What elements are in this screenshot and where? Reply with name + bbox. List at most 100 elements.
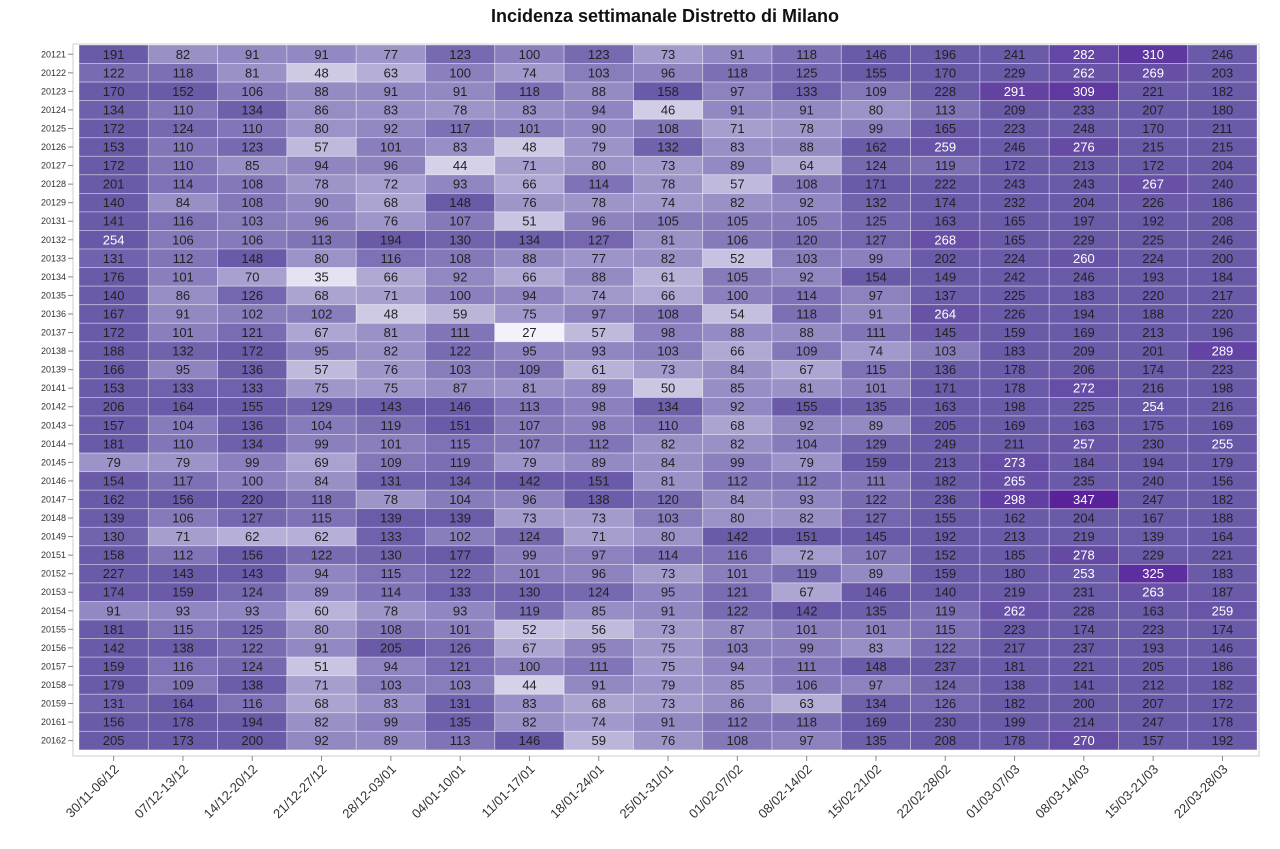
heatmap-cell-label: 171 bbox=[865, 177, 887, 192]
heatmap-cell-label: 125 bbox=[865, 214, 887, 229]
heatmap-cell-label: 89 bbox=[592, 381, 606, 396]
heatmap-cell-label: 151 bbox=[588, 473, 610, 488]
heatmap-cell-label: 212 bbox=[1142, 677, 1164, 692]
heatmap-cell-label: 44 bbox=[453, 158, 467, 173]
heatmap-cell-label: 273 bbox=[1004, 455, 1026, 470]
heatmap-cell-label: 138 bbox=[1004, 677, 1026, 692]
heatmap-cell-label: 214 bbox=[1073, 715, 1095, 730]
heatmap-cell-label: 118 bbox=[796, 306, 817, 321]
heatmap-cell-label: 100 bbox=[726, 288, 748, 303]
column-tick-label: 14/12-20/12 bbox=[201, 762, 261, 822]
column-tick-label: 22/03-28/03 bbox=[1171, 762, 1231, 822]
heatmap-cell-label: 102 bbox=[311, 306, 333, 321]
heatmap-cell-label: 52 bbox=[522, 622, 536, 637]
heatmap-cell-label: 94 bbox=[592, 102, 606, 117]
heatmap-cell-label: 229 bbox=[1073, 232, 1095, 247]
heatmap-cell-label: 246 bbox=[1212, 47, 1234, 62]
heatmap-cell-label: 163 bbox=[1142, 603, 1164, 618]
heatmap-cell-label: 257 bbox=[1073, 436, 1095, 451]
row-tick-label: 20135 bbox=[41, 290, 66, 300]
heatmap-cell-label: 134 bbox=[657, 399, 679, 414]
heatmap-cell-label: 222 bbox=[934, 177, 956, 192]
row-tick-label: 20129 bbox=[41, 198, 66, 208]
heatmap-cell-label: 72 bbox=[799, 548, 813, 563]
heatmap-cell-label: 82 bbox=[522, 715, 536, 730]
heatmap-cell-label: 154 bbox=[865, 269, 887, 284]
heatmap-cell-label: 233 bbox=[1073, 102, 1095, 117]
heatmap-cell-label: 206 bbox=[103, 399, 125, 414]
heatmap-cell-label: 145 bbox=[934, 325, 956, 340]
heatmap-cell-label: 237 bbox=[1073, 640, 1095, 655]
heatmap-cell-label: 76 bbox=[661, 733, 675, 748]
heatmap-cell-label: 165 bbox=[1004, 214, 1026, 229]
heatmap-cell-label: 48 bbox=[384, 306, 398, 321]
heatmap-cell-label: 48 bbox=[314, 65, 328, 80]
heatmap-cell-label: 95 bbox=[314, 344, 328, 359]
heatmap-cell-label: 57 bbox=[314, 362, 328, 377]
heatmap-cell-label: 142 bbox=[519, 473, 541, 488]
heatmap-cell-label: 93 bbox=[592, 344, 606, 359]
heatmap-cell-label: 111 bbox=[797, 659, 817, 674]
heatmap-cells: 191 82 91 91 77 123 100 123 73 91 118 146 196 241 282 3… bbox=[78, 44, 1258, 751]
heatmap-cell-label: 91 bbox=[799, 102, 813, 117]
heatmap-cell-label: 115 bbox=[311, 511, 332, 526]
heatmap-cell-label: 207 bbox=[1142, 696, 1164, 711]
row-tick-label: 20146 bbox=[41, 476, 66, 486]
heatmap-cell-label: 169 bbox=[1073, 325, 1095, 340]
heatmap-cell-label: 247 bbox=[1142, 492, 1164, 507]
heatmap-cell-label: 143 bbox=[380, 399, 402, 414]
row-tick-label: 20134 bbox=[41, 272, 66, 282]
heatmap-cell-label: 57 bbox=[592, 325, 606, 340]
heatmap-cell-label: 80 bbox=[661, 529, 675, 544]
heatmap-cell-label: 98 bbox=[592, 399, 606, 414]
heatmap-cell-label: 108 bbox=[380, 622, 402, 637]
heatmap-cell-label: 99 bbox=[384, 715, 398, 730]
row-tick-label: 20127 bbox=[41, 161, 66, 171]
row-tick-label: 20126 bbox=[41, 142, 66, 152]
heatmap-cell-label: 219 bbox=[1004, 585, 1026, 600]
heatmap-cell-label: 91 bbox=[314, 47, 328, 62]
heatmap-cell-label: 85 bbox=[730, 381, 744, 396]
heatmap-cell-label: 99 bbox=[730, 455, 744, 470]
heatmap-cell-label: 208 bbox=[934, 733, 956, 748]
row-tick-label: 20143 bbox=[41, 420, 66, 430]
heatmap-cell-label: 135 bbox=[865, 733, 887, 748]
heatmap-cell-label: 96 bbox=[384, 158, 398, 173]
heatmap-cell-label: 143 bbox=[172, 566, 194, 581]
heatmap-cell-label: 99 bbox=[314, 436, 328, 451]
heatmap-cell-label: 99 bbox=[869, 251, 883, 266]
heatmap-cell-label: 108 bbox=[241, 195, 263, 210]
heatmap-cell-label: 262 bbox=[1004, 603, 1026, 618]
column-tick-label: 28/12-03/01 bbox=[339, 762, 399, 822]
heatmap-cell-label: 156 bbox=[1212, 473, 1234, 488]
heatmap-cell-label: 176 bbox=[103, 269, 125, 284]
heatmap-cell-label: 132 bbox=[657, 140, 679, 155]
heatmap-cell-label: 131 bbox=[103, 251, 125, 266]
heatmap-cell bbox=[563, 81, 634, 102]
heatmap-cell-label: 94 bbox=[522, 288, 536, 303]
heatmap-cell-label: 142 bbox=[103, 640, 125, 655]
heatmap-cell-label: 103 bbox=[380, 677, 402, 692]
heatmap-cell-label: 88 bbox=[592, 269, 606, 284]
row-tick-label: 20142 bbox=[41, 402, 66, 412]
heatmap-cell-label: 131 bbox=[103, 696, 125, 711]
heatmap-cell bbox=[563, 378, 634, 398]
heatmap-cell-label: 325 bbox=[1142, 566, 1164, 581]
heatmap-cell-label: 132 bbox=[172, 344, 194, 359]
heatmap-cell-label: 75 bbox=[384, 381, 398, 396]
heatmap-cell bbox=[910, 341, 981, 361]
heatmap-cell-label: 229 bbox=[1004, 65, 1026, 80]
heatmap-cell-label: 204 bbox=[1073, 511, 1095, 526]
heatmap-cell-label: 107 bbox=[519, 436, 541, 451]
heatmap-cell-label: 124 bbox=[241, 659, 263, 674]
heatmap-cell-label: 217 bbox=[1212, 288, 1234, 303]
heatmap-cell-label: 113 bbox=[519, 399, 540, 414]
heatmap-cell-label: 100 bbox=[519, 47, 541, 62]
heatmap-cell-label: 240 bbox=[1142, 473, 1164, 488]
heatmap-cell-label: 178 bbox=[1212, 715, 1234, 730]
heatmap-cell-label: 82 bbox=[314, 715, 328, 730]
heatmap-cell-label: 78 bbox=[384, 492, 398, 507]
heatmap-cell-label: 159 bbox=[934, 566, 956, 581]
heatmap-cell-label: 67 bbox=[799, 362, 813, 377]
heatmap-cell-label: 177 bbox=[449, 548, 471, 563]
